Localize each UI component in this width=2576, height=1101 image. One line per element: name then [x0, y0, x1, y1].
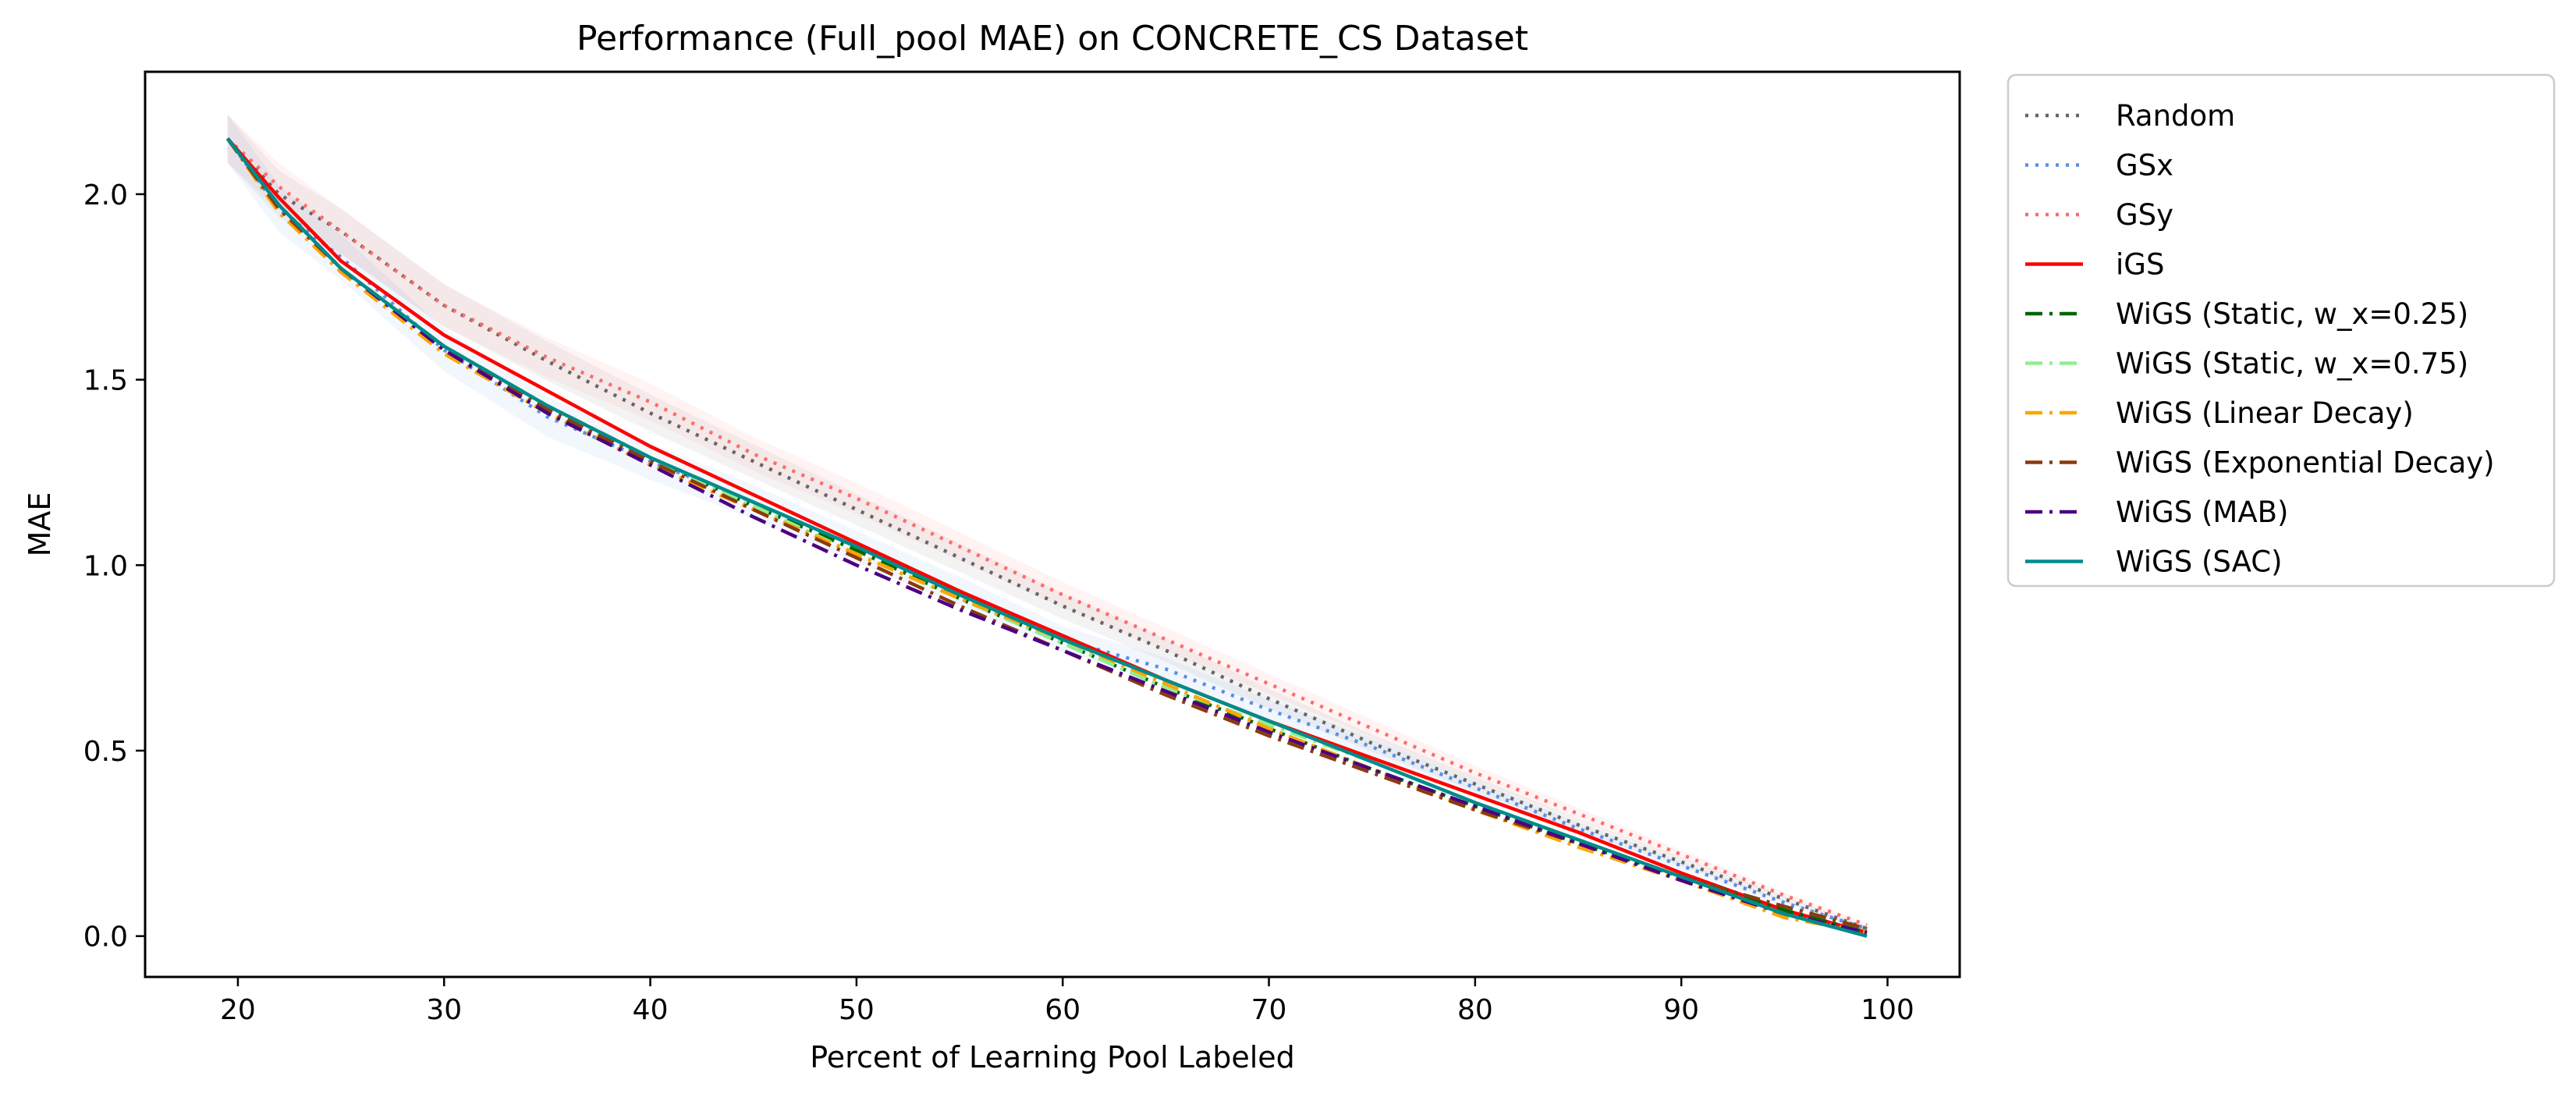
legend-label-wigs-static-w-x-0-75: WiGS (Static, w_x=0.75) [2116, 347, 2468, 381]
x-tick-label: 40 [633, 994, 669, 1026]
x-tick-label: 60 [1045, 994, 1080, 1026]
x-tick-label: 90 [1663, 994, 1699, 1026]
x-tick-label: 20 [220, 994, 256, 1026]
legend-label-wigs-sac: WiGS (SAC) [2116, 545, 2283, 579]
series-line-wigs-mab [225, 137, 1868, 935]
y-tick-label: 0.0 [83, 922, 128, 954]
x-tick-label: 50 [839, 994, 875, 1026]
x-tick-label: 70 [1251, 994, 1287, 1026]
legend-label-random: Random [2116, 99, 2235, 133]
y-axis-label: MAE [23, 492, 57, 557]
chart-title: Performance (Full_pool MAE) on CONCRETE_… [577, 19, 1528, 59]
legend-label-wigs-mab: WiGS (MAB) [2116, 495, 2288, 529]
series-line-igs [226, 137, 1868, 935]
legend-items: Random GSx GSy iGS WiGS (Static, w_x=0.25) Wi… [2025, 99, 2495, 579]
series-line-wigs-sac [225, 137, 1868, 938]
legend-label-gsx: GSx [2116, 149, 2173, 183]
x-tick-label: 100 [1861, 994, 1914, 1026]
legend-label-gsy: GSy [2116, 198, 2173, 232]
legend-label-igs: iGS [2116, 248, 2164, 282]
legend-label-wigs-static-w-x-0-25: WiGS (Static, w_x=0.25) [2116, 297, 2468, 331]
legend: Random GSx GSy iGS WiGS (Static, w_x=0.25) Wi… [2007, 73, 2556, 588]
x-tick-label: 30 [426, 994, 462, 1026]
x-axis-label: Percent of Learning Pool Labeled [810, 1040, 1295, 1074]
y-tick-label: 1.5 [83, 365, 128, 397]
y-tick-label: 0.5 [83, 736, 128, 768]
y-tick-label: 2.0 [83, 179, 128, 211]
legend-box [2007, 73, 2556, 588]
legend-label-wigs-linear-decay: WiGS (Linear Decay) [2116, 396, 2414, 430]
x-axis-ticks: 20 30 40 50 60 70 80 90 100 [220, 977, 1914, 1026]
series-line-random [226, 137, 1868, 931]
y-axis-ticks: 0.0 0.5 1.0 1.5 2.0 [83, 179, 145, 954]
series-lines [225, 137, 1868, 938]
legend-label-wigs-exponential-decay: WiGS (Exponential Decay) [2116, 446, 2495, 480]
plot-frame [144, 70, 1961, 978]
y-tick-label: 1.0 [83, 550, 128, 582]
x-tick-label: 80 [1457, 994, 1493, 1026]
